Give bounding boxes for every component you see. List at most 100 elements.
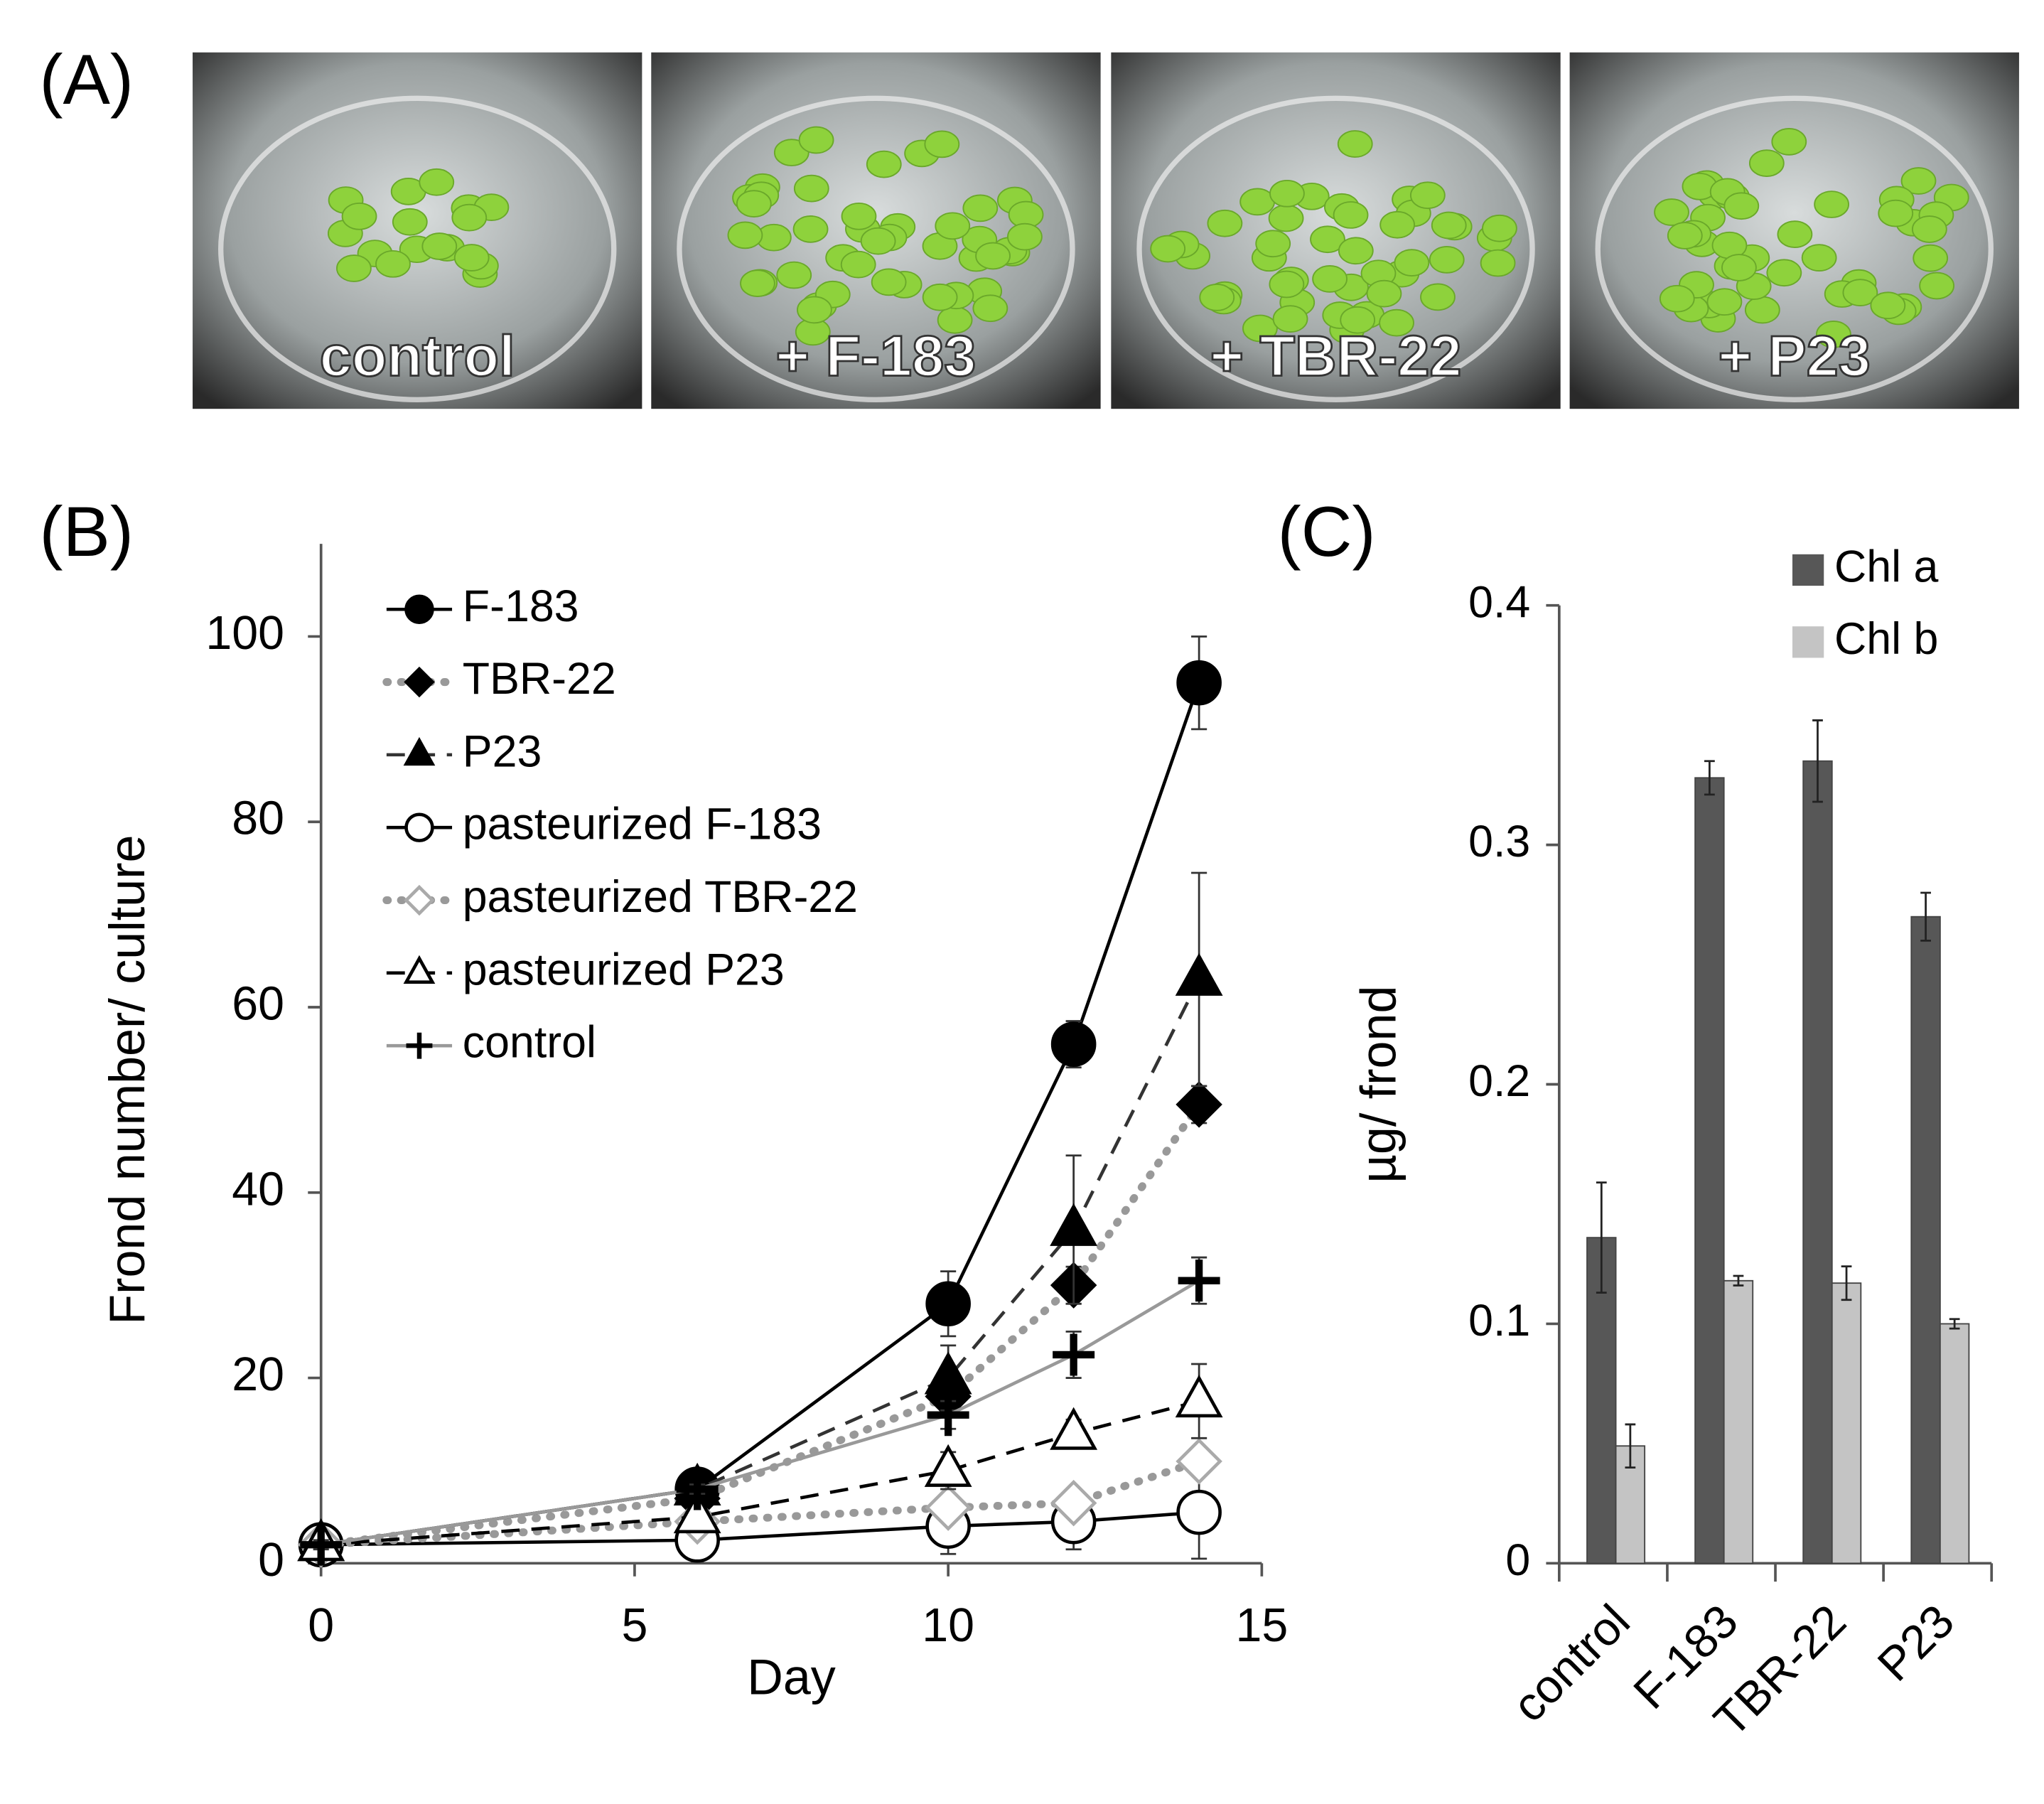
marker: [1175, 952, 1223, 996]
error-bar: [1949, 1318, 1960, 1330]
frond: [336, 254, 372, 282]
frond: [972, 294, 1008, 323]
dish-rim: [1136, 95, 1535, 402]
y-tick-label: 0: [258, 1534, 284, 1586]
frond: [727, 221, 763, 249]
frond: [841, 202, 877, 230]
panel-label: (B): [39, 493, 134, 571]
frond: [1766, 259, 1802, 287]
dish-rim: [1595, 95, 1994, 402]
bar: [1831, 1282, 1862, 1564]
bar: [1723, 1279, 1754, 1564]
frond: [935, 212, 971, 240]
marker: [1175, 1374, 1223, 1418]
marker: [404, 884, 435, 916]
frond: [1771, 128, 1807, 156]
error-bar: [1625, 1423, 1636, 1469]
marker: [927, 1394, 969, 1437]
legend-label: F-183: [463, 581, 579, 631]
marker: [403, 736, 436, 766]
photo-strip: control + F-183 + TBR-22 + P23: [193, 52, 2019, 409]
frond: [1242, 314, 1278, 343]
legend-label: pasteurized F-183: [463, 800, 822, 849]
marker: [403, 955, 436, 984]
marker: [300, 1523, 343, 1566]
y-tick-label: 0.3: [1468, 817, 1530, 866]
x-tick-label: 0: [308, 1599, 334, 1652]
frond: [1878, 199, 1914, 227]
y-tick-label: 0.1: [1468, 1296, 1530, 1346]
x-tick-label: 10: [922, 1599, 974, 1652]
series-line: [317, 1100, 1203, 1549]
y-tick-label: 80: [232, 793, 284, 845]
frond: [1150, 235, 1186, 263]
frond: [1207, 209, 1243, 237]
panel-label: (A): [39, 41, 134, 119]
series-line: [317, 1457, 1203, 1549]
frond: [1199, 284, 1235, 311]
frond: [421, 232, 458, 260]
marker: [925, 1484, 972, 1531]
frond: [793, 174, 829, 203]
legend-label: TBR-22: [463, 654, 616, 704]
frond: [792, 215, 829, 243]
frond: [840, 250, 876, 279]
y-tick-label: 0.4: [1468, 577, 1530, 627]
frond: [1659, 284, 1695, 313]
panel-label: (C): [1277, 493, 1375, 571]
marker: [1176, 1489, 1222, 1535]
marker: [1053, 1333, 1095, 1376]
marker: [404, 812, 434, 842]
frond: [1777, 220, 1813, 248]
marker: [924, 1444, 972, 1487]
y-tick-label: 0.2: [1468, 1056, 1530, 1106]
legend-swatch: [1792, 626, 1824, 658]
frond: [453, 244, 490, 272]
frond: [419, 168, 455, 196]
frond: [1337, 130, 1373, 158]
frond: [1706, 288, 1743, 316]
frond: [1366, 279, 1402, 308]
y-tick-label: 60: [232, 978, 284, 1031]
marker: [404, 594, 434, 624]
frond: [375, 249, 411, 278]
x-tick-label: P23: [1868, 1595, 1964, 1692]
legend-label: control: [463, 1018, 596, 1068]
frond: [1269, 270, 1305, 299]
marker: [1050, 1407, 1098, 1450]
legend-label: P23: [463, 726, 542, 776]
frond: [797, 296, 832, 324]
frond: [1744, 296, 1780, 324]
error-bar: [1841, 1265, 1852, 1301]
frond: [975, 242, 1011, 270]
frond: [1333, 201, 1369, 229]
error-bar: [1920, 891, 1931, 942]
frond: [1338, 237, 1374, 265]
bar: [1802, 760, 1833, 1564]
line-chart: 0 20 40 60 80 100 0 5 10 15 Day Frond number/ cultu…: [99, 544, 1288, 1705]
dish-rim: [217, 95, 617, 402]
frond: [860, 227, 896, 255]
frond: [1919, 272, 1955, 300]
marker: [1050, 1479, 1097, 1527]
frond: [1900, 167, 1937, 195]
frond: [1255, 230, 1291, 258]
bar: [1939, 1323, 1970, 1564]
frond: [1801, 244, 1837, 272]
marker: [1050, 1203, 1098, 1246]
marker: [1178, 1260, 1220, 1302]
bar: [1910, 916, 1941, 1564]
frond: [1870, 291, 1906, 320]
frond: [1340, 306, 1376, 334]
frond: [871, 268, 907, 296]
photo-label: control: [320, 324, 515, 388]
frond: [1814, 190, 1849, 218]
frond: [1480, 249, 1516, 277]
frond: [1379, 308, 1414, 337]
frond: [1420, 283, 1456, 311]
frond: [1911, 215, 1947, 243]
marker: [404, 666, 435, 698]
x-tick-label: 15: [1235, 1599, 1288, 1652]
